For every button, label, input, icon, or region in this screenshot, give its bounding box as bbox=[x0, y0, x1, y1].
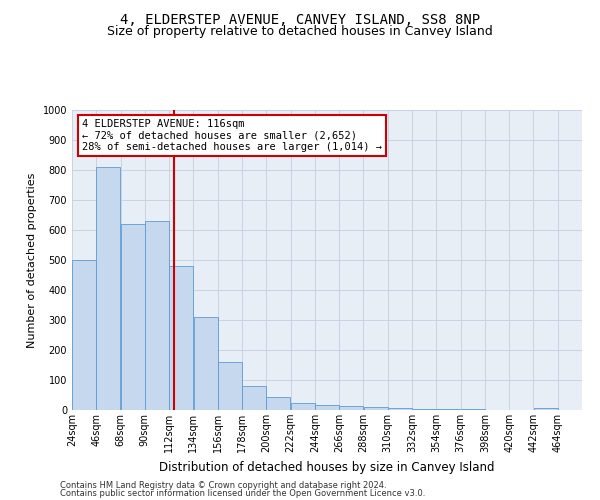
X-axis label: Distribution of detached houses by size in Canvey Island: Distribution of detached houses by size … bbox=[159, 460, 495, 473]
Bar bbox=[169, 266, 193, 410]
Bar bbox=[97, 167, 121, 410]
Bar bbox=[145, 221, 169, 410]
Bar bbox=[340, 406, 363, 410]
Bar bbox=[121, 224, 145, 410]
Text: 4, ELDERSTEP AVENUE, CANVEY ISLAND, SS8 8NP: 4, ELDERSTEP AVENUE, CANVEY ISLAND, SS8 … bbox=[120, 12, 480, 26]
Bar bbox=[533, 408, 557, 410]
Bar bbox=[72, 260, 96, 410]
Bar bbox=[364, 407, 388, 410]
Bar bbox=[242, 386, 266, 410]
Bar bbox=[218, 362, 242, 410]
Text: Size of property relative to detached houses in Canvey Island: Size of property relative to detached ho… bbox=[107, 25, 493, 38]
Bar bbox=[291, 404, 314, 410]
Bar bbox=[315, 404, 339, 410]
Y-axis label: Number of detached properties: Number of detached properties bbox=[27, 172, 37, 348]
Bar bbox=[436, 409, 460, 410]
Text: Contains public sector information licensed under the Open Government Licence v3: Contains public sector information licen… bbox=[60, 489, 425, 498]
Bar bbox=[412, 409, 436, 410]
Bar bbox=[388, 408, 412, 410]
Text: Contains HM Land Registry data © Crown copyright and database right 2024.: Contains HM Land Registry data © Crown c… bbox=[60, 481, 386, 490]
Bar bbox=[266, 396, 290, 410]
Text: 4 ELDERSTEP AVENUE: 116sqm
← 72% of detached houses are smaller (2,652)
28% of s: 4 ELDERSTEP AVENUE: 116sqm ← 72% of deta… bbox=[82, 119, 382, 152]
Bar bbox=[194, 317, 218, 410]
